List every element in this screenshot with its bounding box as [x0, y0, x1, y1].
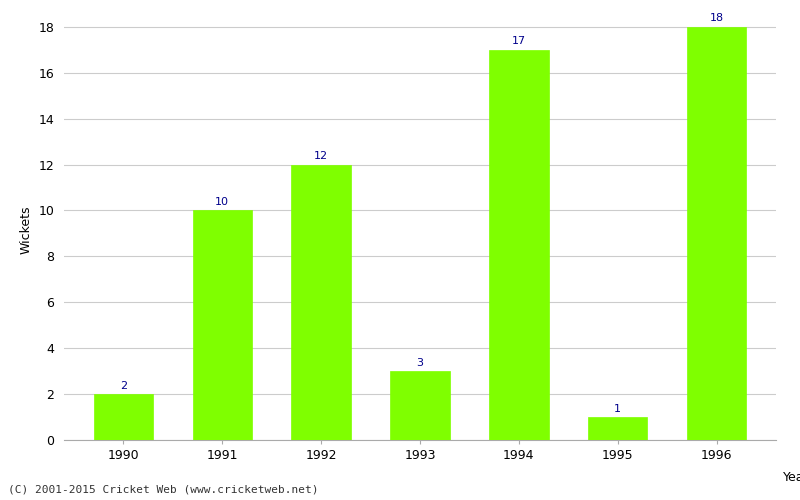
Bar — [94, 394, 153, 440]
Bar — [490, 50, 549, 440]
Text: 17: 17 — [512, 36, 526, 46]
Y-axis label: Wickets: Wickets — [20, 206, 33, 254]
Bar — [687, 27, 746, 440]
Text: 12: 12 — [314, 151, 328, 161]
Bar — [588, 417, 647, 440]
Text: 1: 1 — [614, 404, 622, 413]
Bar — [291, 164, 350, 440]
Text: 2: 2 — [120, 380, 127, 390]
Text: 18: 18 — [710, 14, 724, 24]
Text: Year: Year — [783, 470, 800, 484]
Text: 3: 3 — [417, 358, 423, 368]
Text: 10: 10 — [215, 197, 230, 207]
Bar — [193, 210, 252, 440]
Bar — [390, 371, 450, 440]
Text: (C) 2001-2015 Cricket Web (www.cricketweb.net): (C) 2001-2015 Cricket Web (www.cricketwe… — [8, 485, 318, 495]
